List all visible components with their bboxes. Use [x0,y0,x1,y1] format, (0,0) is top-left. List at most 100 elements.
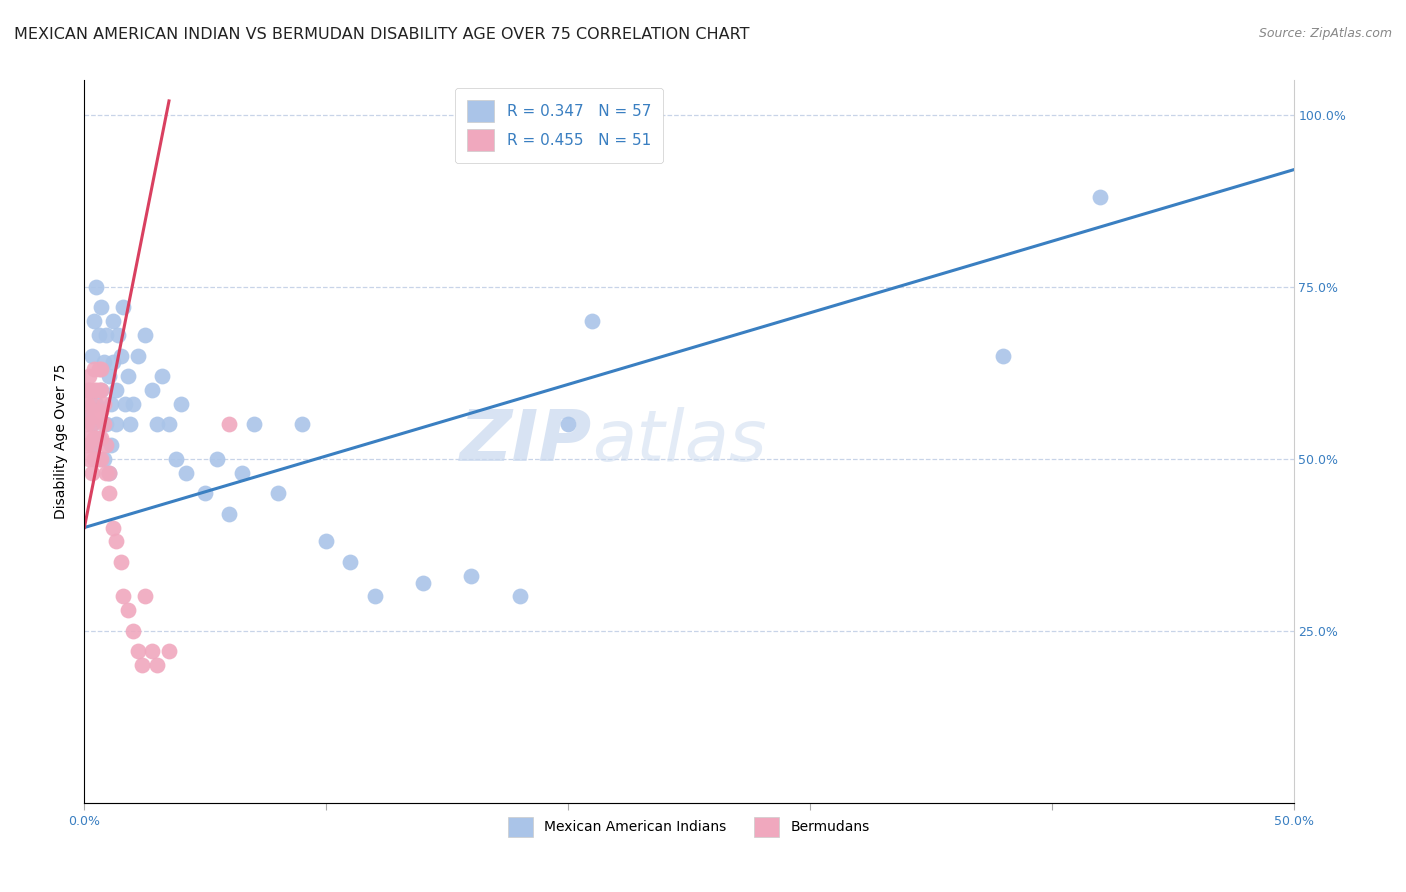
Point [103,520,125,534]
Point [107,327,129,342]
Point [97,486,120,500]
Point [1088,190,1111,204]
Point [157,644,180,658]
Point [77,431,100,445]
Point [77,383,100,397]
Point [993,349,1015,363]
Point [83,314,105,328]
Point [87,451,110,466]
Point [194,486,217,500]
Point [87,431,110,445]
Point [87,327,110,342]
Point [83,403,105,417]
Point [218,417,240,432]
Point [90,383,112,397]
Point [110,555,132,569]
Point [150,369,173,384]
Point [86,383,108,397]
Point [412,575,434,590]
Point [93,397,115,411]
Point [557,417,579,432]
Point [86,403,108,417]
Text: MEXICAN AMERICAN INDIAN VS BERMUDAN DISABILITY AGE OVER 75 CORRELATION CHART: MEXICAN AMERICAN INDIAN VS BERMUDAN DISA… [14,27,749,42]
Point [90,431,112,445]
Point [93,451,115,466]
Point [80,417,103,432]
Point [76,410,98,425]
Point [100,438,122,452]
Point [83,438,105,452]
Point [112,590,135,604]
Point [83,383,105,397]
Point [127,349,149,363]
Point [90,383,112,397]
Point [100,397,122,411]
Point [110,349,132,363]
Point [93,417,115,432]
Point [170,397,193,411]
Point [121,397,143,411]
Point [104,383,127,397]
Point [291,417,314,432]
Point [77,383,100,397]
Point [97,369,120,384]
Point [460,568,482,582]
Point [94,438,117,452]
Point [120,417,142,432]
Point [103,355,125,369]
Point [86,279,108,293]
Point [315,534,337,549]
Point [87,383,110,397]
Point [117,369,139,384]
Point [165,451,187,466]
Point [231,466,253,480]
Point [134,590,156,604]
Point [87,431,110,445]
Point [117,603,139,617]
Point [94,417,117,432]
Point [87,362,110,376]
Point [77,369,100,384]
Point [76,417,98,432]
Point [104,417,127,432]
Point [87,410,110,425]
Point [114,397,136,411]
Point [121,624,143,638]
Point [86,397,108,411]
Point [76,397,98,411]
Point [207,451,229,466]
Point [80,417,103,432]
Y-axis label: Disability Age Over 75: Disability Age Over 75 [55,364,69,519]
Point [339,555,361,569]
Point [97,466,120,480]
Point [80,466,103,480]
Point [174,466,197,480]
Point [86,451,108,466]
Point [112,301,135,315]
Point [83,431,105,445]
Point [77,410,100,425]
Point [134,327,156,342]
Point [80,397,103,411]
Point [83,362,105,376]
Point [131,658,153,673]
Point [141,383,163,397]
Point [141,644,163,658]
Point [581,314,603,328]
Point [90,451,112,466]
Point [363,590,385,604]
Point [103,314,125,328]
Point [90,403,112,417]
Point [218,507,240,521]
Point [242,417,264,432]
Point [76,383,98,397]
Point [146,658,169,673]
Point [97,466,120,480]
Point [80,438,103,452]
Point [93,355,115,369]
Point [94,327,117,342]
Point [146,417,169,432]
Point [267,486,290,500]
Point [83,451,105,466]
Point [80,349,103,363]
